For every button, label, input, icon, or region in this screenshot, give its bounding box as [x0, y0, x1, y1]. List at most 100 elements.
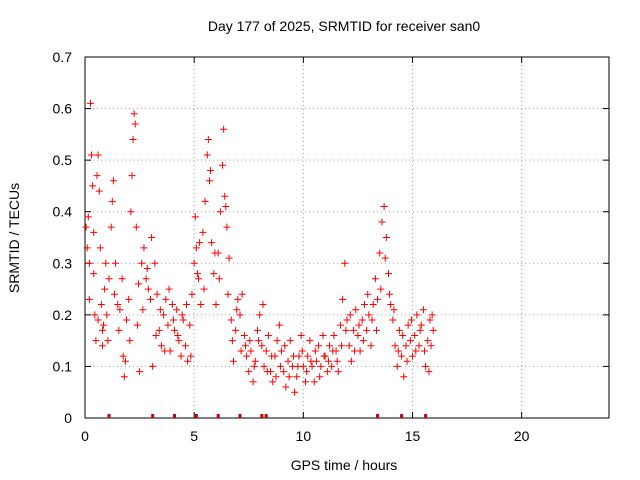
data-point [341, 259, 349, 267]
data-point [240, 331, 248, 339]
y-tick-label: 0.4 [53, 204, 73, 220]
data-point [160, 311, 168, 319]
data-point [342, 326, 350, 334]
data-point [311, 347, 319, 355]
data-point [306, 337, 314, 345]
data-point [98, 342, 106, 350]
data-point [294, 362, 302, 370]
data-point [118, 275, 126, 283]
data-point [424, 337, 432, 345]
data-point [386, 290, 394, 298]
data-point [215, 275, 223, 283]
data-point [227, 316, 235, 324]
data-point [358, 316, 366, 324]
data-point [133, 321, 141, 329]
data-point [93, 172, 101, 180]
data-point [355, 321, 363, 329]
data-point [245, 368, 253, 376]
data-point [86, 99, 94, 107]
data-point [302, 378, 310, 386]
data-point [107, 223, 115, 231]
data-point [237, 347, 245, 355]
data-point [280, 368, 288, 376]
data-point [336, 321, 344, 329]
data-point [104, 337, 112, 345]
data-point [429, 326, 437, 334]
data-point [90, 270, 98, 278]
data-point [144, 285, 152, 293]
data-point [425, 368, 433, 376]
x-axis-label: GPS time / hours [291, 457, 398, 473]
data-point [377, 285, 385, 293]
data-point [162, 295, 170, 303]
data-point [102, 259, 110, 267]
data-points [82, 99, 437, 396]
data-point [400, 373, 408, 381]
x-tick-label: 10 [296, 428, 312, 444]
data-point [316, 373, 324, 381]
data-point [220, 125, 228, 133]
data-point [207, 166, 215, 174]
data-point [394, 347, 402, 355]
data-point [203, 151, 211, 159]
data-point [134, 280, 142, 288]
data-point [365, 311, 373, 319]
y-tick-label: 0.7 [53, 49, 73, 65]
data-point [225, 254, 233, 262]
y-tick-label: 0.3 [53, 255, 73, 271]
data-point [149, 362, 157, 370]
data-point [186, 321, 194, 329]
data-point [364, 290, 372, 298]
data-point [181, 342, 189, 350]
data-point [273, 337, 281, 345]
data-point [345, 342, 353, 350]
x-tick-label: 0 [81, 428, 89, 444]
data-point [164, 321, 172, 329]
data-point [411, 331, 419, 339]
data-point [169, 316, 177, 324]
data-point [179, 316, 187, 324]
data-point [422, 362, 430, 370]
data-point [103, 311, 111, 319]
data-point [286, 337, 294, 345]
data-point [260, 362, 268, 370]
data-point [138, 259, 146, 267]
data-point [222, 203, 230, 211]
data-point [95, 187, 103, 195]
data-point [285, 373, 293, 381]
y-tick-label: 0.2 [53, 307, 73, 323]
data-point [413, 311, 421, 319]
data-point [298, 347, 306, 355]
data-point [219, 161, 227, 169]
data-point [216, 208, 224, 216]
data-point [421, 347, 429, 355]
data-point [389, 316, 397, 324]
data-point [395, 326, 403, 334]
data-point [90, 228, 98, 236]
data-point [84, 213, 92, 221]
data-point [374, 295, 382, 303]
data-point [223, 223, 231, 231]
data-point [264, 331, 272, 339]
data-point [243, 352, 251, 360]
y-tick-label: 0 [64, 410, 72, 426]
data-point [140, 244, 148, 252]
data-point [234, 295, 242, 303]
data-point [108, 197, 116, 205]
data-point [363, 326, 371, 334]
data-point [148, 234, 156, 241]
data-point [323, 368, 331, 376]
data-point [319, 331, 327, 339]
data-point [290, 352, 298, 360]
data-point [238, 290, 246, 298]
data-point [350, 326, 358, 334]
data-point [334, 368, 342, 376]
data-point [155, 326, 163, 334]
data-point [262, 347, 270, 355]
data-point [233, 306, 241, 314]
data-point [259, 301, 267, 309]
data-point [282, 383, 290, 391]
data-point [153, 290, 161, 298]
data-point [91, 311, 99, 319]
